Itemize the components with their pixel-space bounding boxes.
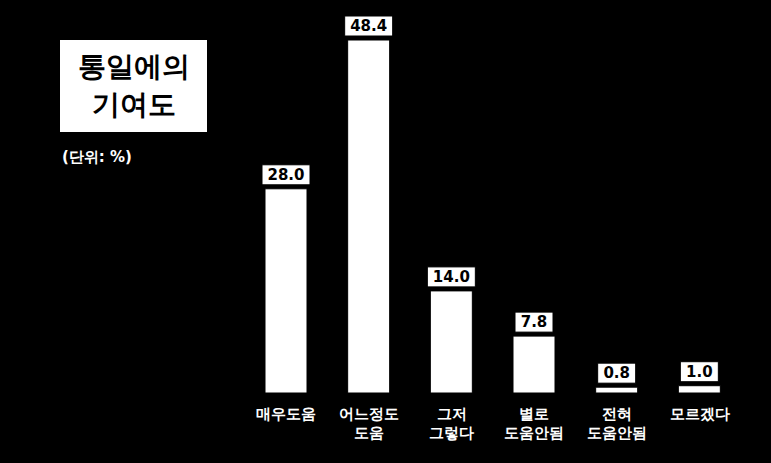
svg-text:그저그렇다: 그저그렇다 (429, 405, 474, 442)
svg-text:1.0: 1.0 (686, 363, 713, 381)
svg-text:14.0: 14.0 (433, 268, 470, 286)
svg-text:어느정도도움: 어느정도도움 (339, 405, 399, 442)
svg-text:28.0: 28.0 (267, 166, 304, 184)
svg-text:모르겠다: 모르겠다 (670, 405, 730, 423)
svg-text:0.8: 0.8 (603, 364, 630, 382)
svg-text:매우도움: 매우도움 (256, 405, 316, 423)
svg-text:별로도움안됨: 별로도움안됨 (504, 405, 564, 442)
svg-text:7.8: 7.8 (521, 313, 548, 331)
svg-text:전혀도움안됨: 전혀도움안됨 (587, 405, 647, 442)
html-text:(단위: %): (단위: %) (62, 148, 132, 166)
html-text:통일에의 기여도: 통일에의 기여도 (77, 50, 190, 121)
svg-text:48.4: 48.4 (350, 17, 387, 35)
